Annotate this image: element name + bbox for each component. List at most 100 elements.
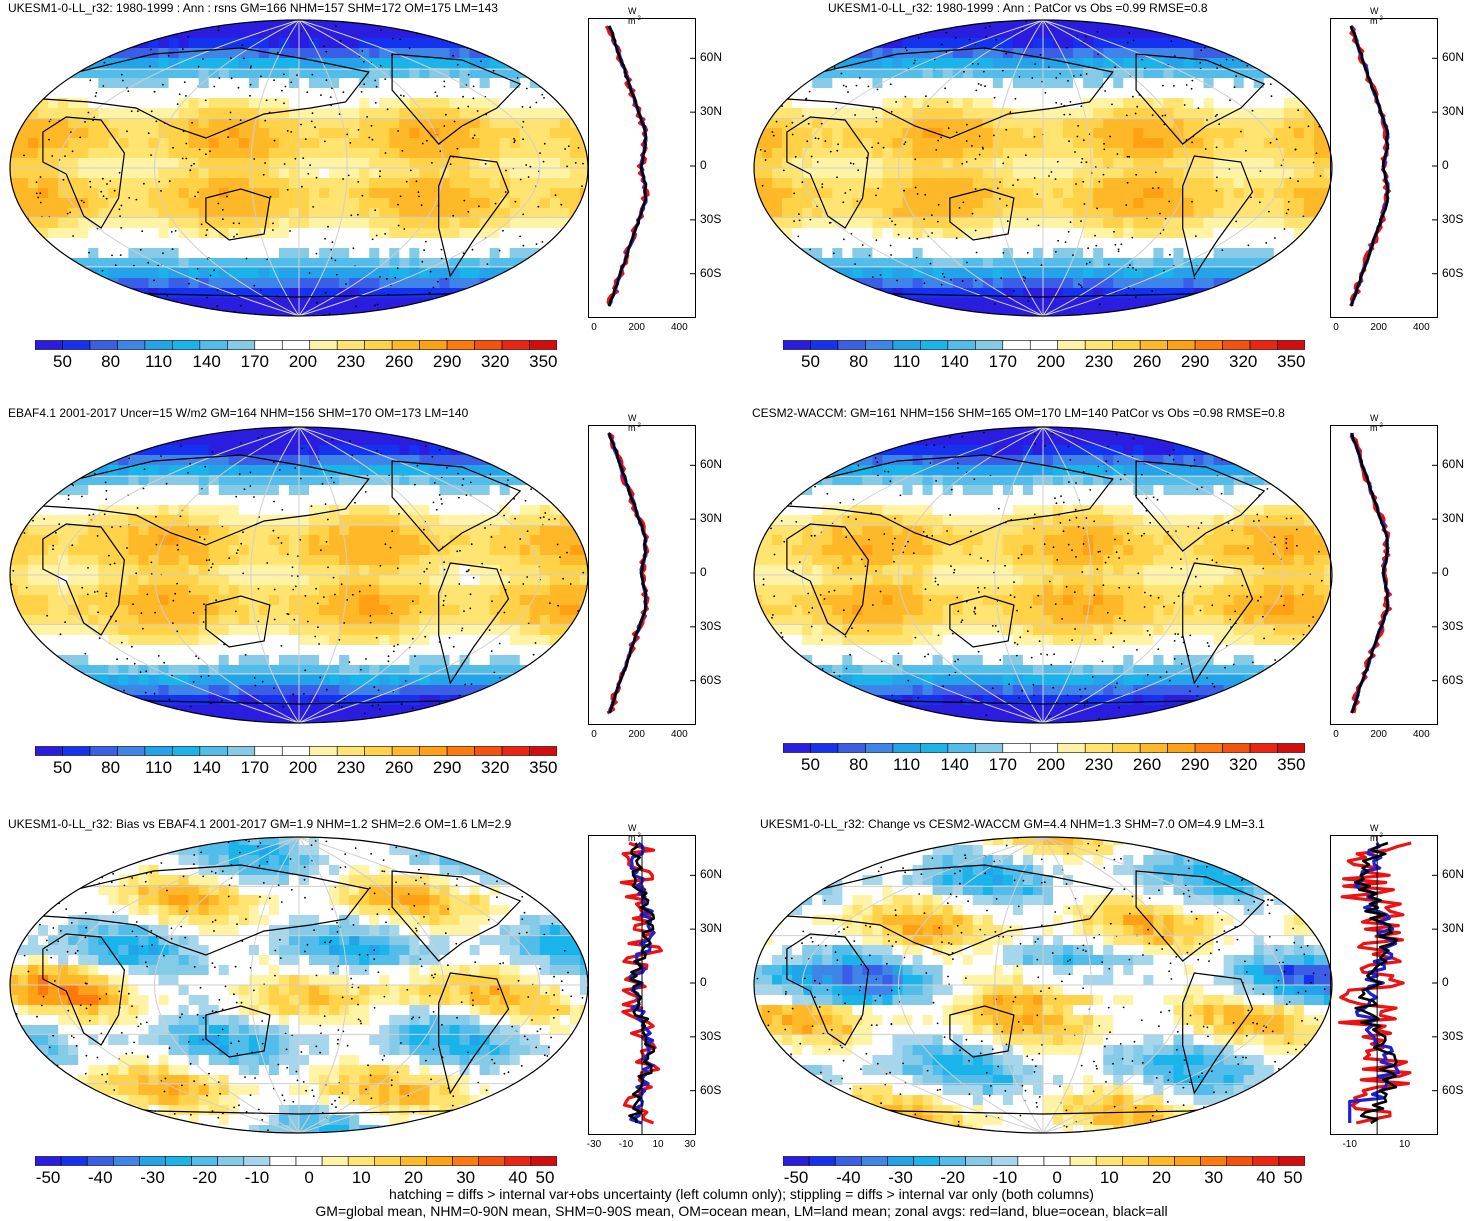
zonal-average-plot bbox=[1330, 835, 1438, 1135]
colorbar-swatch bbox=[243, 1156, 271, 1166]
zonal-x-tick-label: 0 bbox=[591, 729, 597, 740]
colorbar-swatch bbox=[364, 340, 393, 350]
colorbar-swatch bbox=[165, 1156, 192, 1166]
colorbar-swatch bbox=[1095, 1156, 1123, 1166]
colorbar-swatch bbox=[452, 1156, 480, 1166]
zonal-x-tick-label: -30 bbox=[586, 1139, 602, 1150]
zonal-x-tick-label: 400 bbox=[1412, 322, 1430, 333]
colorbar-swatch bbox=[60, 1156, 88, 1166]
zonal-lat-label: 0 bbox=[1442, 158, 1449, 172]
colorbar-swatch bbox=[35, 1156, 62, 1166]
colorbar-swatch bbox=[965, 1156, 993, 1166]
panel-title: CESM2-WACCM: GM=161 NHM=156 SHM=165 OM=1… bbox=[752, 406, 1285, 420]
colorbar-swatch bbox=[373, 1156, 401, 1166]
zonal-x-tick-label: 200 bbox=[1370, 322, 1387, 333]
colorbar-tick-label: 350 bbox=[529, 352, 558, 371]
colorbar-swatch bbox=[391, 746, 420, 756]
zonal-lat-label: 60N bbox=[700, 50, 723, 65]
colorbar-tick-label: -20 bbox=[940, 1168, 965, 1187]
zonal-all-line bbox=[608, 432, 648, 714]
colorbar-swatch bbox=[35, 746, 63, 756]
colorbar-swatch bbox=[419, 746, 448, 756]
zonal-unit-label: W m-2 bbox=[1370, 6, 1383, 26]
colorbar-tick-label: 140 bbox=[940, 352, 969, 371]
zonal-average-plot bbox=[588, 835, 696, 1135]
colorbar-swatch bbox=[783, 340, 811, 350]
colorbar-swatch bbox=[1029, 340, 1059, 350]
colorbar-swatch bbox=[89, 746, 118, 756]
zonal-all-line bbox=[608, 25, 648, 307]
colorbar-tick-label: 350 bbox=[1277, 755, 1306, 774]
zonal-x-tick-label: 0 bbox=[591, 322, 597, 333]
colorbar-tick-label: 30 bbox=[1204, 1168, 1224, 1187]
zonal-lat-label: 0 bbox=[1442, 975, 1449, 989]
graticule bbox=[10, 427, 588, 723]
zonal-average-plot bbox=[1330, 18, 1438, 318]
colorbar-tick-label: 290 bbox=[432, 758, 462, 777]
colorbar-swatch bbox=[1222, 340, 1251, 350]
colorbar-tick-label: -40 bbox=[88, 1168, 113, 1187]
colorbar-tick-label: 230 bbox=[1084, 755, 1114, 774]
colorbar-tick-label: 50 bbox=[53, 352, 72, 371]
colorbar-tick-label: 50 bbox=[53, 758, 72, 777]
colorbar-swatch bbox=[391, 340, 420, 350]
zonal-lat-label: 30S bbox=[700, 211, 722, 226]
colorbar-tick-label: 10 bbox=[1099, 1168, 1119, 1187]
colorbar-tick-label: 80 bbox=[101, 758, 121, 777]
colorbar-swatch bbox=[1057, 743, 1086, 753]
colorbar-tick-label: 230 bbox=[336, 352, 366, 371]
colorbar-tick-label: 230 bbox=[1084, 352, 1114, 371]
zonal-lat-label: 60S bbox=[700, 672, 722, 687]
colorbar-tick-label: 20 bbox=[1152, 1168, 1171, 1187]
colorbar-swatch bbox=[1112, 743, 1141, 753]
colorbar-swatch bbox=[1043, 1156, 1071, 1166]
colorbar-swatch bbox=[309, 746, 338, 756]
zonal-x-tick-label: 400 bbox=[670, 729, 688, 740]
colorbar-swatch bbox=[1226, 1156, 1254, 1166]
colorbar-tick-label: 200 bbox=[288, 352, 318, 371]
colorbar-swatch bbox=[837, 743, 866, 753]
zonal-x-tick-label: 0 bbox=[1333, 729, 1339, 740]
colorbar-tick-label: 260 bbox=[384, 352, 414, 371]
panel-title: EBAF4.1 2001-2017 Uncer=15 W/m2 GM=164 N… bbox=[8, 406, 469, 420]
robinson-map bbox=[9, 426, 589, 724]
colorbar bbox=[783, 340, 1305, 350]
colorbar-tick-label: 50 bbox=[801, 755, 820, 774]
zonal-lat-label: 30S bbox=[700, 618, 722, 633]
colorbar-swatch bbox=[1148, 1156, 1175, 1166]
colorbar-swatch bbox=[1194, 743, 1223, 753]
colorbar-swatch bbox=[86, 1156, 114, 1166]
graticule bbox=[10, 20, 588, 316]
colorbar-tick-label: 40 bbox=[508, 1168, 528, 1187]
robinson-map bbox=[753, 19, 1333, 317]
colorbar-swatch bbox=[887, 1156, 914, 1166]
colorbar-swatch bbox=[269, 1156, 297, 1166]
colorbar bbox=[35, 746, 557, 756]
colorbar-tick-label: 50 bbox=[535, 1168, 555, 1187]
colorbar-swatch bbox=[1167, 743, 1196, 753]
colorbar-swatch bbox=[281, 340, 311, 350]
colorbar-tick-label: -20 bbox=[192, 1168, 217, 1187]
colorbar-swatch bbox=[1112, 340, 1141, 350]
colorbar-swatch bbox=[62, 746, 91, 756]
colorbar bbox=[35, 1156, 557, 1166]
colorbar-swatch bbox=[837, 340, 866, 350]
colorbar bbox=[783, 743, 1305, 753]
colorbar-swatch bbox=[1084, 340, 1113, 350]
colorbar-swatch bbox=[834, 1156, 862, 1166]
colorbar-tick-label: 320 bbox=[481, 758, 510, 777]
colorbar-swatch bbox=[419, 340, 448, 350]
colorbar-swatch bbox=[347, 1156, 375, 1166]
colorbar-swatch bbox=[295, 1156, 323, 1166]
colorbar-swatch bbox=[199, 340, 228, 350]
colorbar-tick-label: -30 bbox=[888, 1168, 913, 1187]
colorbar-swatch bbox=[947, 743, 976, 753]
colorbar-swatch bbox=[975, 743, 1004, 753]
colorbar-tick-label: 110 bbox=[893, 755, 921, 774]
colorbar-swatch bbox=[991, 1156, 1019, 1166]
zonal-lat-label: 30S bbox=[1442, 1028, 1464, 1043]
colorbar-swatch bbox=[810, 743, 839, 753]
colorbar-swatch bbox=[808, 1156, 836, 1166]
robinson-map bbox=[9, 19, 589, 317]
zonal-all-line bbox=[1353, 841, 1399, 1125]
